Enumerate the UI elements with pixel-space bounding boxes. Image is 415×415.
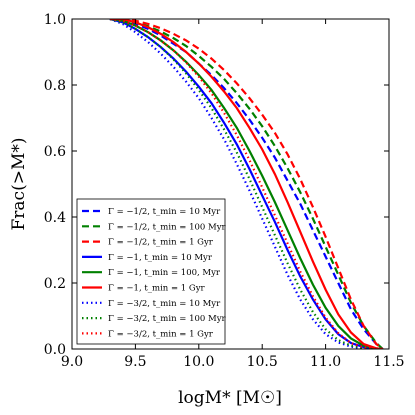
legend-entry-2: Γ = −1/2, t_min = 100 Myr	[108, 222, 227, 232]
series-line-2	[109, 19, 384, 349]
y-tick-label: 0.6	[44, 144, 66, 160]
y-tick-label: 1.0	[44, 12, 66, 28]
legend-entry-7: Γ = −3/2, t_min = 10 Myr	[108, 299, 221, 309]
y-tick-label: 0.8	[44, 78, 66, 94]
y-tick-label: 0.0	[44, 342, 66, 358]
x-tick-label: 11.0	[310, 354, 341, 370]
plot-frame	[71, 18, 390, 350]
legend-entry-3: Γ = −1/2, t_min = 1 Gyr	[108, 238, 214, 248]
series-line-1	[109, 19, 384, 349]
x-tick-label: 9.5	[124, 354, 146, 370]
legend-entry-1: Γ = −1/2, t_min = 10 Myr	[108, 207, 221, 217]
x-tick-label: 9.0	[61, 354, 83, 370]
series-line-9	[109, 19, 383, 349]
legend-entry-5: Γ = −1, t_min = 100, Myr	[108, 268, 221, 278]
y-tick-label: 0.2	[44, 276, 66, 292]
x-tick-label: 11.5	[373, 354, 404, 370]
y-tick-label: 0.4	[44, 210, 66, 226]
x-axis-label: logM* [M☉]	[178, 388, 282, 408]
legend-entry-6: Γ = −1, t_min = 1 Gyr	[108, 284, 206, 294]
x-tick-label: 10.0	[183, 354, 214, 370]
series-line-6	[110, 19, 383, 349]
series-line-7	[109, 19, 383, 349]
legend-entry-9: Γ = −3/2, t_min = 1 Gyr	[108, 329, 214, 339]
x-tick-label: 10.5	[247, 354, 278, 370]
y-axis-label: Frac(>M*)	[9, 138, 29, 231]
legend-entry-8: Γ = −3/2, t_min = 100 Myr	[108, 314, 227, 324]
tick-layer: 9.0 9.5 10.0 10.5 11.0 11.5 0.0 0.2 0.4 0.6 0.8 1.0	[44, 12, 405, 370]
series-line-3	[110, 19, 384, 349]
legend-entry-4: Γ = −1, t_min = 10 Myr	[108, 253, 213, 263]
series-line-4	[109, 19, 383, 349]
legend: Γ = −1/2, t_min = 10 Myr Γ = −1/2, t_min …	[76, 198, 227, 345]
series-layer	[109, 19, 384, 349]
